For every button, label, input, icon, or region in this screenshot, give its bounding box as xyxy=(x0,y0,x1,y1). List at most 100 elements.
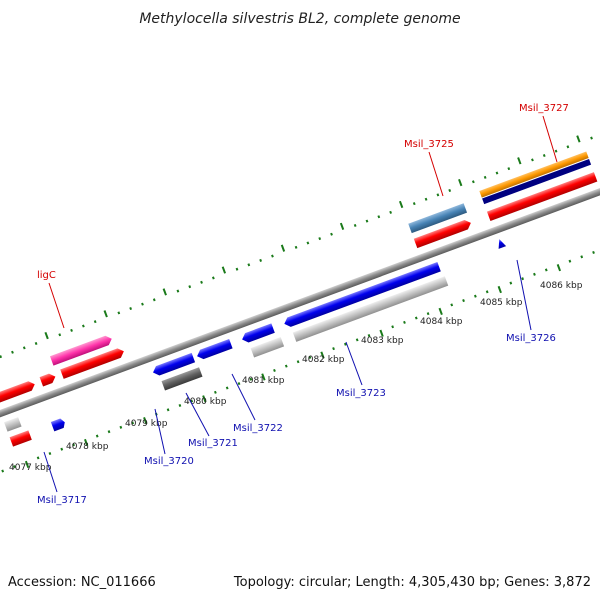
minor-tick xyxy=(141,302,144,306)
minor-tick xyxy=(367,333,371,338)
kbp-label: 4084 kbp xyxy=(420,317,463,327)
minor-tick xyxy=(214,390,217,394)
minor-tick xyxy=(414,316,418,320)
minor-tick xyxy=(36,456,40,460)
minor-tick xyxy=(473,294,477,298)
minor-tick xyxy=(11,350,14,354)
kbp-label: 4079 kbp xyxy=(125,419,168,429)
gene-label-msil3726[interactable]: Msil_3726 xyxy=(506,333,556,344)
minor-tick xyxy=(531,158,534,162)
minor-tick xyxy=(590,136,593,140)
gene-label-msil3723[interactable]: Msil_3723 xyxy=(336,388,386,399)
minor-tick xyxy=(273,368,276,373)
gene-arrow-ligc-rrna[interactable] xyxy=(49,334,113,366)
minor-tick xyxy=(48,452,52,456)
gene-arrow-msil3717[interactable] xyxy=(50,418,67,432)
minor-tick xyxy=(225,386,229,390)
gene-arrow-msil3722-gray[interactable] xyxy=(250,337,285,358)
major-tick xyxy=(103,310,108,318)
minor-tick xyxy=(521,277,525,281)
tick-row-forward xyxy=(0,135,593,359)
minor-tick xyxy=(592,250,595,254)
genome-strip xyxy=(0,135,600,473)
minor-tick xyxy=(72,443,75,447)
gene-arrow[interactable] xyxy=(9,430,32,447)
major-tick xyxy=(84,438,89,447)
kbp-label: 4077 kbp xyxy=(9,463,52,473)
gene-arrow-msil3723[interactable] xyxy=(283,261,441,329)
minor-tick xyxy=(200,280,203,284)
minor-tick xyxy=(235,267,239,271)
gene-arrow[interactable] xyxy=(39,372,58,387)
major-tick xyxy=(438,307,443,316)
minor-tick xyxy=(271,254,274,258)
minor-tick xyxy=(249,377,253,381)
minor-tick xyxy=(509,281,513,285)
gene-arrow-msil3727-navy[interactable] xyxy=(482,158,592,205)
major-tick xyxy=(556,264,562,272)
minor-tick xyxy=(119,425,123,429)
minor-tick xyxy=(308,355,312,359)
minor-tick xyxy=(353,223,357,227)
gene-label-msil3722[interactable]: Msil_3722 xyxy=(233,423,283,434)
gene-label-msil3720[interactable]: Msil_3720 xyxy=(144,456,194,467)
minor-tick xyxy=(13,465,16,469)
gene-arrow[interactable] xyxy=(4,417,22,432)
gene-arrow-ligc[interactable] xyxy=(60,347,125,379)
minor-tick xyxy=(58,333,62,337)
minor-tick xyxy=(424,197,428,201)
genome-backbone xyxy=(0,175,600,430)
major-tick xyxy=(458,178,463,187)
gene-arrow-msil3725-top[interactable] xyxy=(408,203,468,234)
gene-arrow-msil3721[interactable] xyxy=(195,339,233,361)
gene-arrow-msil3723-gray[interactable] xyxy=(292,276,449,342)
gene-arrow-msil3722[interactable] xyxy=(240,323,275,344)
kbp-label: 4082 kbp xyxy=(302,355,345,365)
gene-label-msil3727[interactable]: Msil_3727 xyxy=(519,103,569,114)
gene-arrow-msil3727-orange[interactable] xyxy=(479,151,589,198)
gene-label-leaders xyxy=(43,115,558,493)
minor-tick xyxy=(117,311,121,315)
gene-label-msil3717[interactable]: Msil_3717 xyxy=(37,495,87,506)
gene-label-msil3721[interactable]: Msil_3721 xyxy=(188,438,238,449)
minor-tick xyxy=(412,202,416,206)
minor-tick xyxy=(93,320,97,324)
major-tick xyxy=(339,222,345,230)
minor-tick xyxy=(533,272,536,276)
minor-tick xyxy=(237,382,241,386)
gene-arrow-msil3720-gray[interactable] xyxy=(161,367,203,391)
minor-tick xyxy=(129,307,133,311)
minor-tick xyxy=(554,149,558,153)
gene-arrow-msil3725[interactable] xyxy=(413,218,473,249)
major-tick xyxy=(398,200,404,209)
minor-tick xyxy=(462,299,465,303)
kbp-label: 4086 kbp xyxy=(540,281,583,291)
minor-tick xyxy=(507,167,511,171)
minor-tick xyxy=(60,447,64,451)
minor-tick xyxy=(330,232,333,236)
minor-tick xyxy=(70,328,73,332)
minor-tick xyxy=(566,145,570,149)
minor-tick xyxy=(284,364,288,368)
minor-tick xyxy=(426,312,430,316)
minor-tick xyxy=(82,324,85,328)
major-tick xyxy=(280,244,286,252)
minor-tick xyxy=(544,268,548,272)
gene-arrow-msil3726[interactable] xyxy=(495,238,507,249)
major-tick xyxy=(517,157,522,165)
minor-tick xyxy=(568,259,572,263)
gene-label-msil3725[interactable]: Msil_3725 xyxy=(404,139,454,150)
gene-label-ligc[interactable]: ligC xyxy=(37,270,56,281)
minor-tick xyxy=(332,347,335,351)
major-tick xyxy=(576,135,581,143)
minor-tick xyxy=(391,325,395,329)
minor-tick xyxy=(22,346,26,350)
minor-tick xyxy=(176,289,180,293)
gene-arrow-msil3727[interactable] xyxy=(486,172,598,222)
minor-tick xyxy=(1,469,5,473)
gene-arrow-msil3720[interactable] xyxy=(151,352,196,377)
gene-labels: ligC Msil_3725 Msil_3727 Msil_3717 Msil_… xyxy=(37,103,569,506)
minor-tick xyxy=(355,338,359,342)
gene-arrow[interactable] xyxy=(0,380,36,404)
